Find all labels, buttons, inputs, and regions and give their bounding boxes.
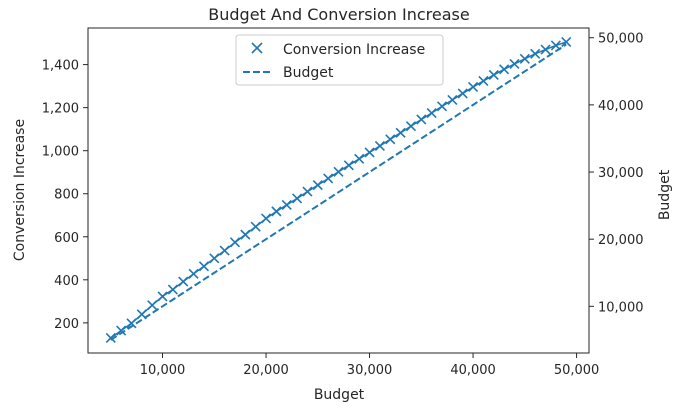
conversion-increase-point [354, 153, 365, 164]
y2-tick-label: 20,000 [598, 233, 644, 248]
conversion-increase-point [126, 318, 137, 329]
conversion-increase-point [209, 253, 220, 264]
y-axis-ticks: 200 400 600 800 1,000 1,200 1,400 [42, 59, 88, 332]
conversion-increase-point [343, 160, 354, 171]
conversion-increase-point [271, 206, 282, 217]
legend-marker-x-icon [251, 42, 263, 54]
x-axis-label: Budget [314, 387, 365, 403]
chart-title: Budget And Conversion Increase [208, 5, 469, 24]
conversion-increase-point [436, 101, 448, 112]
legend-label-conversion-increase: Conversion Increase [283, 42, 425, 58]
conversion-increase-point [395, 127, 406, 138]
x-tick-label: 50,000 [554, 363, 600, 378]
conversion-increase-point [116, 325, 127, 336]
x-tick-label: 40,000 [450, 363, 496, 378]
legend-label-budget: Budget [283, 65, 334, 81]
conversion-increase-point [550, 40, 561, 51]
y2-tick-label: 40,000 [598, 99, 644, 114]
conversion-increase-point [468, 81, 479, 93]
legend: Conversion Increase Budget [235, 34, 444, 86]
conversion-increase-point [509, 58, 520, 70]
conversion-increase-point [105, 332, 116, 343]
conversion-increase-point [385, 134, 396, 145]
conversion-increase-point [416, 114, 427, 125]
x-tick-label: 10,000 [140, 363, 186, 378]
conversion-increase-point [405, 121, 417, 132]
y-tick-label: 800 [54, 188, 79, 203]
y-tick-label: 1,200 [42, 102, 79, 117]
conversion-increase-point [519, 53, 530, 64]
conversion-increase-point [240, 229, 251, 240]
y2-tick-label: 10,000 [598, 300, 644, 315]
conversion-increase-point [302, 186, 313, 197]
conversion-increase-point [167, 284, 178, 295]
conversion-increase-point [499, 64, 510, 75]
budget-dashed-line [110, 43, 567, 341]
conversion-increase-point [281, 199, 292, 210]
y2-tick-label: 50,000 [598, 32, 644, 47]
conversion-increase-point [250, 221, 261, 232]
y-tick-label: 1,000 [42, 145, 79, 160]
conversion-increase-point [198, 261, 209, 272]
y-tick-label: 200 [54, 317, 79, 332]
x-tick-label: 30,000 [347, 363, 393, 378]
y-axis-label: Conversion Increase [12, 119, 28, 261]
conversion-increase-point [540, 44, 551, 55]
y-tick-label: 400 [54, 274, 79, 289]
conversion-increase-point [157, 291, 168, 302]
conversion-increase-point [478, 75, 489, 87]
conversion-increase-point [426, 107, 437, 119]
plot-frame [87, 27, 590, 354]
conversion-increase-point [374, 140, 385, 152]
conversion-increase-point [219, 245, 230, 256]
conversion-increase-point [188, 268, 199, 279]
y2-axis-label: Budget [657, 169, 673, 220]
conversion-increase-point [260, 213, 272, 224]
conversion-increase-point [136, 309, 147, 320]
conversion-increase-point [364, 147, 375, 158]
conversion-increase-point [292, 193, 303, 204]
y-tick-label: 1,400 [42, 59, 79, 74]
x-axis-ticks: 10,000 20,000 30,000 40,000 50,000 [140, 353, 600, 378]
conversion-increase-point [530, 48, 541, 59]
conversion-increase-point [147, 300, 158, 311]
plot-marks [105, 36, 572, 343]
conversion-increase-point [323, 173, 334, 184]
y-tick-label: 600 [54, 231, 79, 246]
x-tick-label: 20,000 [243, 363, 289, 378]
conversion-increase-point [312, 180, 323, 191]
conversion-increase-point [178, 276, 189, 287]
conversion-increase-point [333, 166, 344, 177]
y2-axis-ticks: 10,000 20,000 30,000 40,000 50,000 [589, 32, 644, 315]
y2-tick-label: 30,000 [598, 166, 644, 181]
conversion-increase-point [229, 237, 241, 248]
conversion-increase-point [488, 69, 499, 80]
legend-box [235, 34, 444, 86]
conversion-increase-point [561, 36, 572, 48]
conversion-increase-point [447, 94, 458, 105]
conversion-increase-point [457, 88, 468, 99]
conversion-increase-line [110, 41, 567, 339]
